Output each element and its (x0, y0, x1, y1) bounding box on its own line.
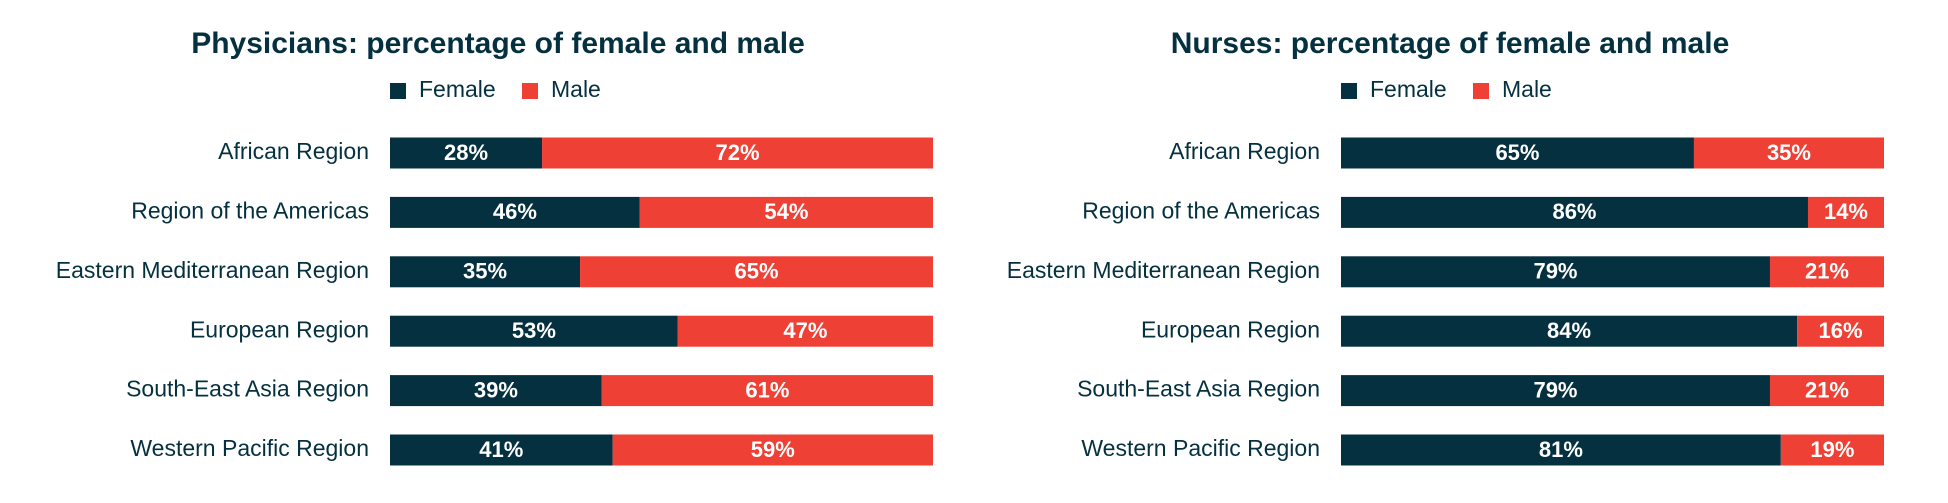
category-label: Eastern Mediterranean Region (1007, 257, 1320, 283)
bar-female (390, 315, 678, 347)
data-label-female: 46% (493, 199, 537, 224)
legend-label-female: Female (419, 76, 496, 102)
data-label-male: 21% (1805, 377, 1849, 402)
category-label: Region of the Americas (1082, 197, 1320, 223)
data-label-male: 21% (1805, 259, 1849, 284)
category-label: Region of the Americas (131, 197, 369, 223)
data-label-female: 84% (1547, 318, 1591, 343)
bar-female (1341, 137, 1694, 169)
data-label-female: 53% (512, 318, 556, 343)
bar-male (580, 256, 933, 288)
bar-female (1341, 375, 1770, 407)
legend-label-male: Male (1502, 76, 1552, 102)
data-label-male: 14% (1824, 199, 1868, 224)
bar-male (601, 375, 933, 407)
bar-male (1807, 196, 1884, 228)
bar-male (1769, 256, 1884, 288)
legend-swatch-male (1473, 83, 1489, 99)
bar-female (390, 375, 602, 407)
bar-female (1341, 196, 1808, 228)
data-label-male: 35% (1767, 140, 1811, 165)
bar-female (390, 434, 613, 466)
legend-swatch-female (1341, 83, 1357, 99)
bar-female (1341, 256, 1770, 288)
category-label: African Region (1169, 138, 1320, 164)
data-label-female: 65% (1495, 140, 1539, 165)
bar-male (1693, 137, 1884, 169)
legend-swatch-male (522, 83, 538, 99)
data-label-male: 19% (1810, 437, 1854, 462)
data-label-male: 54% (764, 199, 808, 224)
bar-male (1780, 434, 1884, 466)
category-label: European Region (1141, 316, 1320, 342)
data-label-male: 59% (751, 437, 795, 462)
category-label: Eastern Mediterranean Region (56, 257, 369, 283)
bar-male (1797, 315, 1884, 347)
legend-label-female: Female (1370, 76, 1447, 102)
category-label: South-East Asia Region (1077, 376, 1320, 402)
chart-1: Physicians: percentage of female and mal… (56, 27, 933, 466)
data-label-female: 79% (1533, 259, 1577, 284)
bar-male (639, 196, 933, 228)
category-label: European Region (190, 316, 369, 342)
data-label-female: 28% (444, 140, 488, 165)
data-label-male: 65% (735, 259, 779, 284)
chart-2: Nurses: percentage of female and male Fem… (1007, 27, 1884, 466)
data-label-female: 81% (1539, 437, 1583, 462)
bar-female (390, 137, 543, 169)
data-label-male: 47% (783, 318, 827, 343)
category-label: South-East Asia Region (126, 376, 369, 402)
category-label: Western Pacific Region (1081, 435, 1320, 461)
category-label: Western Pacific Region (130, 435, 369, 461)
bar-female (390, 256, 581, 288)
bar-male (542, 137, 933, 169)
data-label-male: 61% (745, 377, 789, 402)
bar-female (1341, 315, 1798, 347)
data-label-male: 16% (1819, 318, 1863, 343)
bar-female (390, 196, 640, 228)
bar-male (1769, 375, 1884, 407)
data-label-female: 79% (1533, 377, 1577, 402)
chart-title: Nurses: percentage of female and male (1171, 27, 1730, 60)
data-label-female: 41% (479, 437, 523, 462)
bar-male (612, 434, 933, 466)
bar-female (1341, 434, 1781, 466)
data-label-male: 72% (715, 140, 759, 165)
data-label-female: 86% (1552, 199, 1596, 224)
data-label-female: 39% (474, 377, 518, 402)
data-label-female: 35% (463, 259, 507, 284)
bar-male (677, 315, 933, 347)
legend-swatch-female (390, 83, 406, 99)
category-label: African Region (218, 138, 369, 164)
legend-label-male: Male (551, 76, 601, 102)
chart-title: Physicians: percentage of female and mal… (191, 27, 805, 60)
